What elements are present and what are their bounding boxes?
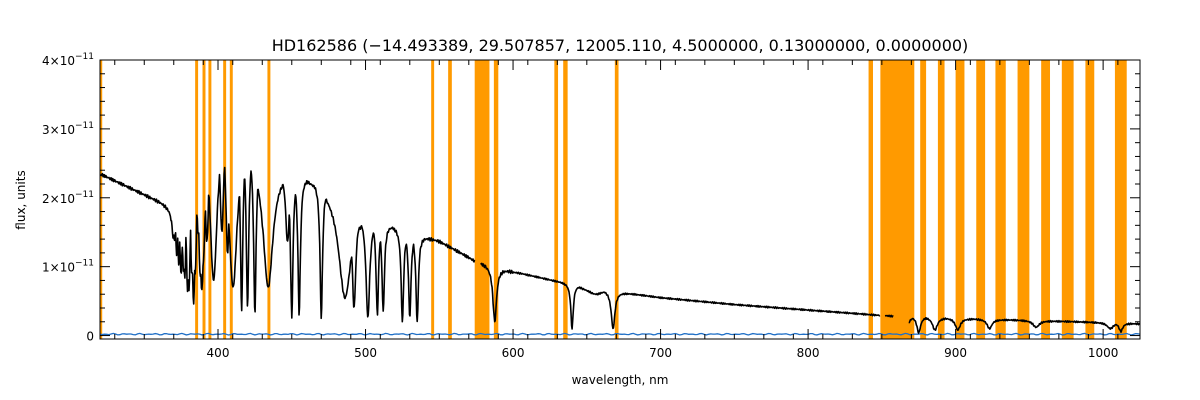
masked-region [195, 60, 199, 339]
masked-region [880, 60, 915, 339]
masked-region [920, 60, 927, 339]
y-tick-label: 4×10−11 [42, 52, 94, 68]
y-tick-label: 1×10−11 [42, 259, 94, 275]
masked-region [229, 60, 233, 339]
y-axis-ticks: 0 1×10−11 2×10−11 3×10−11 4×10−11 [42, 52, 1140, 344]
masked-region [1085, 60, 1095, 339]
masked-region [448, 60, 452, 339]
x-tick-label: 500 [354, 346, 377, 360]
x-axis-ticks: 400 500 600 700 800 900 1000 [114, 60, 1119, 360]
masked-region [1114, 60, 1127, 339]
plot-frame [99, 59, 1141, 340]
masked-region [1017, 60, 1030, 339]
chart-title: HD162586 (−14.493389, 29.507857, 12005.1… [272, 36, 969, 55]
masked-region [223, 60, 227, 339]
masked-region [431, 60, 435, 339]
x-tick-label: 700 [649, 346, 672, 360]
x-tick-label: 800 [797, 346, 820, 360]
masked-region [868, 60, 873, 339]
masked-region [493, 60, 499, 339]
error-line [99, 332, 1141, 336]
masked-region [1061, 60, 1074, 339]
x-tick-label: 1000 [1088, 346, 1119, 360]
x-tick-label: 900 [944, 346, 967, 360]
y-tick-label: 3×10−11 [42, 121, 94, 137]
masked-region [955, 60, 965, 339]
spectrum-line [99, 166, 1141, 334]
masked-region [554, 60, 559, 339]
masked-region [976, 60, 986, 339]
masked-region [202, 60, 206, 339]
masked-region [995, 60, 1006, 339]
masked-region [563, 60, 568, 339]
x-axis-title: wavelength, nm [572, 373, 669, 387]
masked-region [614, 60, 619, 339]
y-axis-title: flux, units [14, 170, 28, 229]
masked-region [267, 60, 271, 339]
masked-region [1041, 60, 1051, 339]
spectrum-series [99, 166, 1141, 334]
y-tick-label: 0 [86, 330, 94, 344]
masked-region [937, 60, 945, 339]
masked-region [100, 60, 103, 339]
error-series [99, 332, 1141, 336]
y-tick-label: 2×10−11 [42, 190, 94, 206]
x-tick-label: 600 [502, 346, 525, 360]
x-tick-label: 400 [207, 346, 230, 360]
masked-region [474, 60, 490, 339]
